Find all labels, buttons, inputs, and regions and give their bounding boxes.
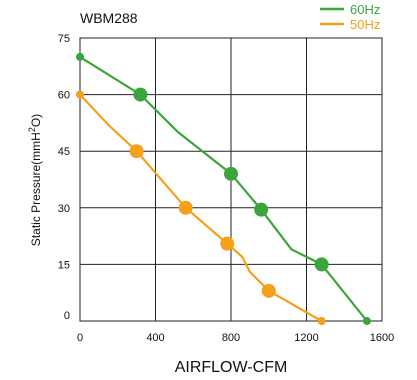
data-point [224,166,238,181]
x-tick-label: 1600 [370,332,394,344]
series-lines [78,55,368,323]
chart-title: WBM288 [80,10,138,26]
data-point [220,236,235,251]
legend-label: 60Hz [350,2,380,17]
data-point [178,200,193,215]
y-tick-label: 30 [58,203,70,215]
x-tick-labels: 0 400 800 1200 1600 [77,332,394,344]
y-axis-title: Static Pressure(mmH2O) [27,114,43,246]
y-tick-label: 75 [58,33,70,45]
data-point [261,283,276,298]
data-point [314,257,329,272]
data-point [76,90,84,99]
x-tick-label: 1200 [294,332,318,344]
data-point [362,317,371,325]
x-axis-title: AIRFLOW-CFM [175,359,288,376]
y-axis-title-sup: 2 [27,127,37,132]
data-point [133,87,148,102]
data-point [317,317,326,325]
y-tick-label: 0 [64,310,70,322]
y-tick-labels: 0 15 30 45 60 75 [58,33,70,322]
y-tick-label: 60 [58,90,70,102]
data-point [129,144,144,159]
x-tick-label: 800 [222,332,240,344]
x-tick-label: 400 [146,332,164,344]
y-axis-title-prefix: Static Pressure(mmH [29,132,43,246]
y-axis-title-suffix: O) [29,114,43,127]
data-point [254,202,269,217]
data-point [76,52,84,61]
y-tick-label: 15 [58,259,70,271]
x-tick-label: 0 [77,332,83,344]
series-line-0 [78,55,368,323]
legend-label: 50Hz [350,17,380,32]
series-markers [76,52,371,325]
y-tick-label: 45 [58,146,70,158]
